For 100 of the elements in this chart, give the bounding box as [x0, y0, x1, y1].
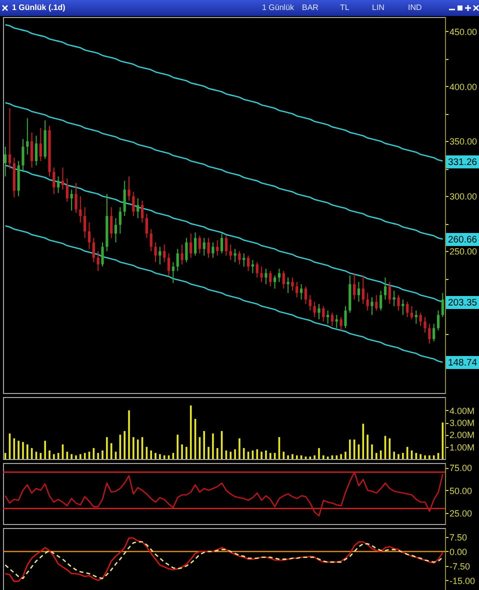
candlestick [424, 316, 426, 334]
candlestick [260, 266, 263, 282]
candlestick [176, 248, 179, 272]
candlestick [322, 306, 325, 322]
candlestick [419, 312, 422, 326]
line-series [4, 225, 444, 363]
y-tick-label: 2.00M [450, 430, 475, 440]
candlestick [282, 270, 285, 290]
candlestick [220, 233, 224, 254]
candlestick [66, 178, 68, 202]
candlestick [52, 167, 56, 195]
candlestick [313, 301, 316, 318]
line-series [4, 102, 444, 240]
candlestick [92, 237, 95, 263]
candlestick [22, 138, 24, 173]
y-tick-label: 3.00M [450, 418, 475, 428]
candlestick [132, 191, 135, 216]
y-tick-label: 25.00 [450, 508, 472, 519]
candlestick [308, 294, 312, 312]
y-tick-label: 75.00 [450, 463, 472, 474]
candlestick [296, 281, 298, 298]
candlestick [397, 294, 400, 312]
candlestick [96, 250, 100, 272]
candlestick [154, 242, 157, 263]
candlestick [207, 237, 210, 258]
candlestick [247, 255, 250, 272]
y-tick-label: 4.00M [450, 406, 475, 416]
candlestick [269, 270, 272, 287]
y-tick-label: -7.50 [450, 561, 470, 572]
candlestick [375, 294, 378, 312]
annotation: 260.66 [448, 234, 478, 246]
line-series [4, 471, 444, 516]
candlestick [318, 303, 320, 320]
candlestick [436, 310, 440, 331]
y-tick-label: -15.00 [450, 576, 476, 586]
candlestick [74, 182, 78, 214]
candlestick [57, 176, 60, 194]
candlestick [330, 312, 334, 326]
candlestick [180, 244, 184, 265]
y-tick-label: 0.00 [450, 546, 468, 557]
candlestick [238, 250, 241, 265]
annotation: 203.35 [448, 297, 478, 308]
y-tick-label: 300.00 [450, 192, 478, 202]
candlestick [185, 237, 188, 263]
candlestick [114, 218, 118, 243]
candlestick [8, 108, 12, 170]
y-tick-label: 1.00M [450, 442, 475, 452]
chart-title: 1 Günlük (.1d) [12, 3, 66, 12]
y-tick-label: 250.00 [450, 246, 478, 257]
candlestick [256, 262, 258, 278]
candlestick [198, 235, 201, 254]
candlestick [26, 118, 29, 155]
candlestick [224, 235, 228, 256]
candlestick [229, 244, 232, 260]
y-tick-label: 400.00 [450, 82, 478, 92]
candlestick [384, 277, 387, 300]
candlestick [70, 189, 73, 211]
candlestick [370, 296, 374, 316]
candlestick [145, 213, 148, 238]
candlestick [410, 306, 414, 320]
title-bar: 1 Günlük (.1d) 1 Günlük BAR TL LIN IND [0, 0, 479, 16]
candlestick [163, 244, 166, 263]
candlestick [278, 268, 281, 282]
candlestick [432, 323, 436, 342]
candlestick [300, 284, 303, 300]
candlestick [88, 222, 91, 250]
annotation: 331.26 [448, 156, 478, 168]
candlestick [304, 286, 308, 304]
candlestick [388, 281, 391, 304]
y-tick-label: 350.00 [450, 136, 478, 147]
candlestick [406, 301, 409, 318]
candlestick [212, 242, 214, 258]
candlestick [101, 242, 104, 268]
candlestick [167, 252, 170, 276]
y-tick-label: 50.00 [450, 486, 472, 496]
annotation: 148.74 [448, 358, 478, 368]
candlestick [344, 306, 347, 329]
candlestick [30, 132, 34, 168]
candlestick [136, 198, 140, 219]
candlestick [123, 180, 126, 216]
candlestick [34, 135, 38, 166]
candlestick [79, 196, 82, 224]
candlestick [118, 206, 122, 234]
candlestick [128, 176, 130, 202]
candlestick [4, 146, 7, 177]
candlestick [190, 233, 192, 258]
candlestick [234, 248, 236, 263]
candlestick [357, 281, 360, 302]
candlestick [353, 272, 356, 300]
y-tick-label: 450.00 [450, 26, 478, 37]
candlestick [291, 277, 294, 292]
candlestick [39, 128, 42, 162]
candlestick [110, 206, 113, 238]
candlestick [194, 232, 197, 256]
candlestick [441, 292, 444, 318]
candlestick [140, 200, 144, 224]
candlestick [150, 228, 152, 252]
candlestick [158, 246, 162, 265]
y-tick-label: 7.50 [450, 532, 468, 543]
candlestick [362, 274, 364, 304]
